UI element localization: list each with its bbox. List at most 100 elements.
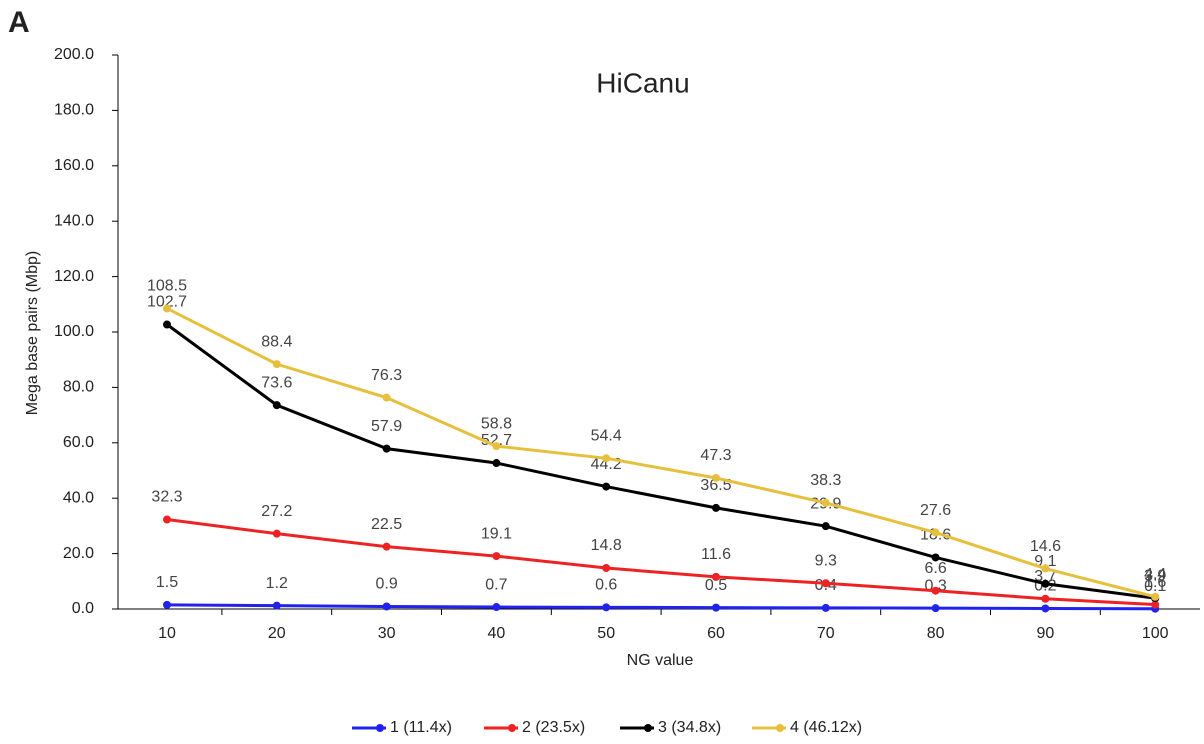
legend-marker [776,724,784,732]
x-tick-label: 60 [707,625,725,642]
data-label: 1.2 [266,575,288,592]
data-point [492,552,501,561]
data-label: 1.6 [1144,574,1166,591]
data-label: 76.3 [371,367,402,384]
data-point [1151,600,1160,609]
chart-title: HiCanu [596,67,689,98]
data-label: 54.4 [591,428,622,445]
series-line [166,603,1156,611]
data-label: 11.6 [701,546,731,563]
series-line [166,307,1156,599]
data-label: 6.6 [924,560,946,577]
data-point [382,542,391,551]
data-point [1041,594,1050,603]
data-point [712,603,720,612]
data-point [602,564,611,573]
y-tick-label: 20.0 [63,545,94,562]
y-tick-label: 160.0 [54,157,94,174]
data-point [492,603,501,612]
data-label: 0.1 [1144,578,1166,595]
x-tick-label: 10 [158,625,176,642]
y-tick-label: 200.0 [54,46,94,63]
data-point [382,602,391,611]
data-label: 22.5 [371,516,402,533]
x-tick-label: 30 [378,625,396,642]
y-tick-label: 40.0 [63,489,94,506]
data-label: 58.8 [481,415,512,432]
data-label: 27.6 [920,502,951,519]
y-tick-label: 180.0 [54,102,94,119]
data-label: 14.6 [1030,538,1061,555]
legend-marker [376,724,384,732]
data-point [382,444,391,453]
data-point [492,459,501,468]
data-point [931,586,940,595]
data-point [163,320,171,329]
data-label: 57.9 [371,418,402,435]
data-label: 108.5 [147,278,187,295]
data-label: 0.5 [705,577,727,594]
data-point [1041,564,1050,573]
x-tick-label: 40 [488,625,506,642]
data-label: 19.1 [481,525,512,542]
y-tick-label: 60.0 [63,434,94,451]
data-point [1041,604,1050,613]
x-tick-label: 80 [927,625,945,642]
legend-label: 3 (34.8x) [658,719,721,736]
data-point [1151,592,1160,601]
data-label: 4.4 [1144,566,1166,583]
data-label: 9.3 [815,552,837,569]
data-label: 102.7 [147,294,187,311]
data-point [931,604,940,613]
x-tick-label: 70 [817,625,835,642]
data-label: 0.6 [595,577,617,594]
legend-marker [508,724,516,732]
data-label: 38.3 [810,472,841,489]
data-point [272,529,281,538]
data-label: 3.7 [1034,568,1056,585]
data-point [712,473,720,482]
data-label: 73.6 [261,374,292,391]
data-point [382,393,391,402]
y-tick-label: 100.0 [54,323,94,340]
data-point [931,553,940,562]
x-tick-label: 90 [1037,625,1055,642]
y-tick-label: 120.0 [54,268,94,285]
data-point [163,515,171,524]
data-point [272,360,281,369]
data-label: 27.2 [261,503,292,520]
data-point [821,579,830,588]
data-label: 14.8 [591,537,622,554]
legend-marker [644,724,652,732]
data-point [821,603,830,612]
data-point [931,528,940,537]
x-tick-label: 100 [1142,625,1169,642]
series-line [166,518,1156,607]
x-tick-label: 50 [597,625,615,642]
panel-label: A [8,6,30,39]
data-point [821,522,830,531]
legend-label: 4 (46.12x) [790,719,862,736]
x-tick-label: 20 [268,625,286,642]
data-label: 36.5 [700,477,731,494]
data-point [712,503,720,512]
data-point [712,572,720,581]
data-point [163,600,171,609]
data-point [272,601,281,610]
data-label: 0.7 [485,576,507,593]
y-tick-label: 0.0 [72,600,94,617]
data-point [821,498,830,507]
data-label: 3.9 [1144,567,1166,584]
data-point [602,603,611,612]
data-label: 52.7 [481,432,512,449]
data-point [163,304,171,313]
data-point [492,442,501,451]
y-tick-label: 140.0 [54,212,94,229]
data-point [602,454,611,463]
data-point [602,482,611,491]
data-point [272,401,281,410]
data-label: 88.4 [261,333,292,350]
data-label: 0.9 [375,576,397,593]
x-axis-label: NG value [627,652,694,669]
